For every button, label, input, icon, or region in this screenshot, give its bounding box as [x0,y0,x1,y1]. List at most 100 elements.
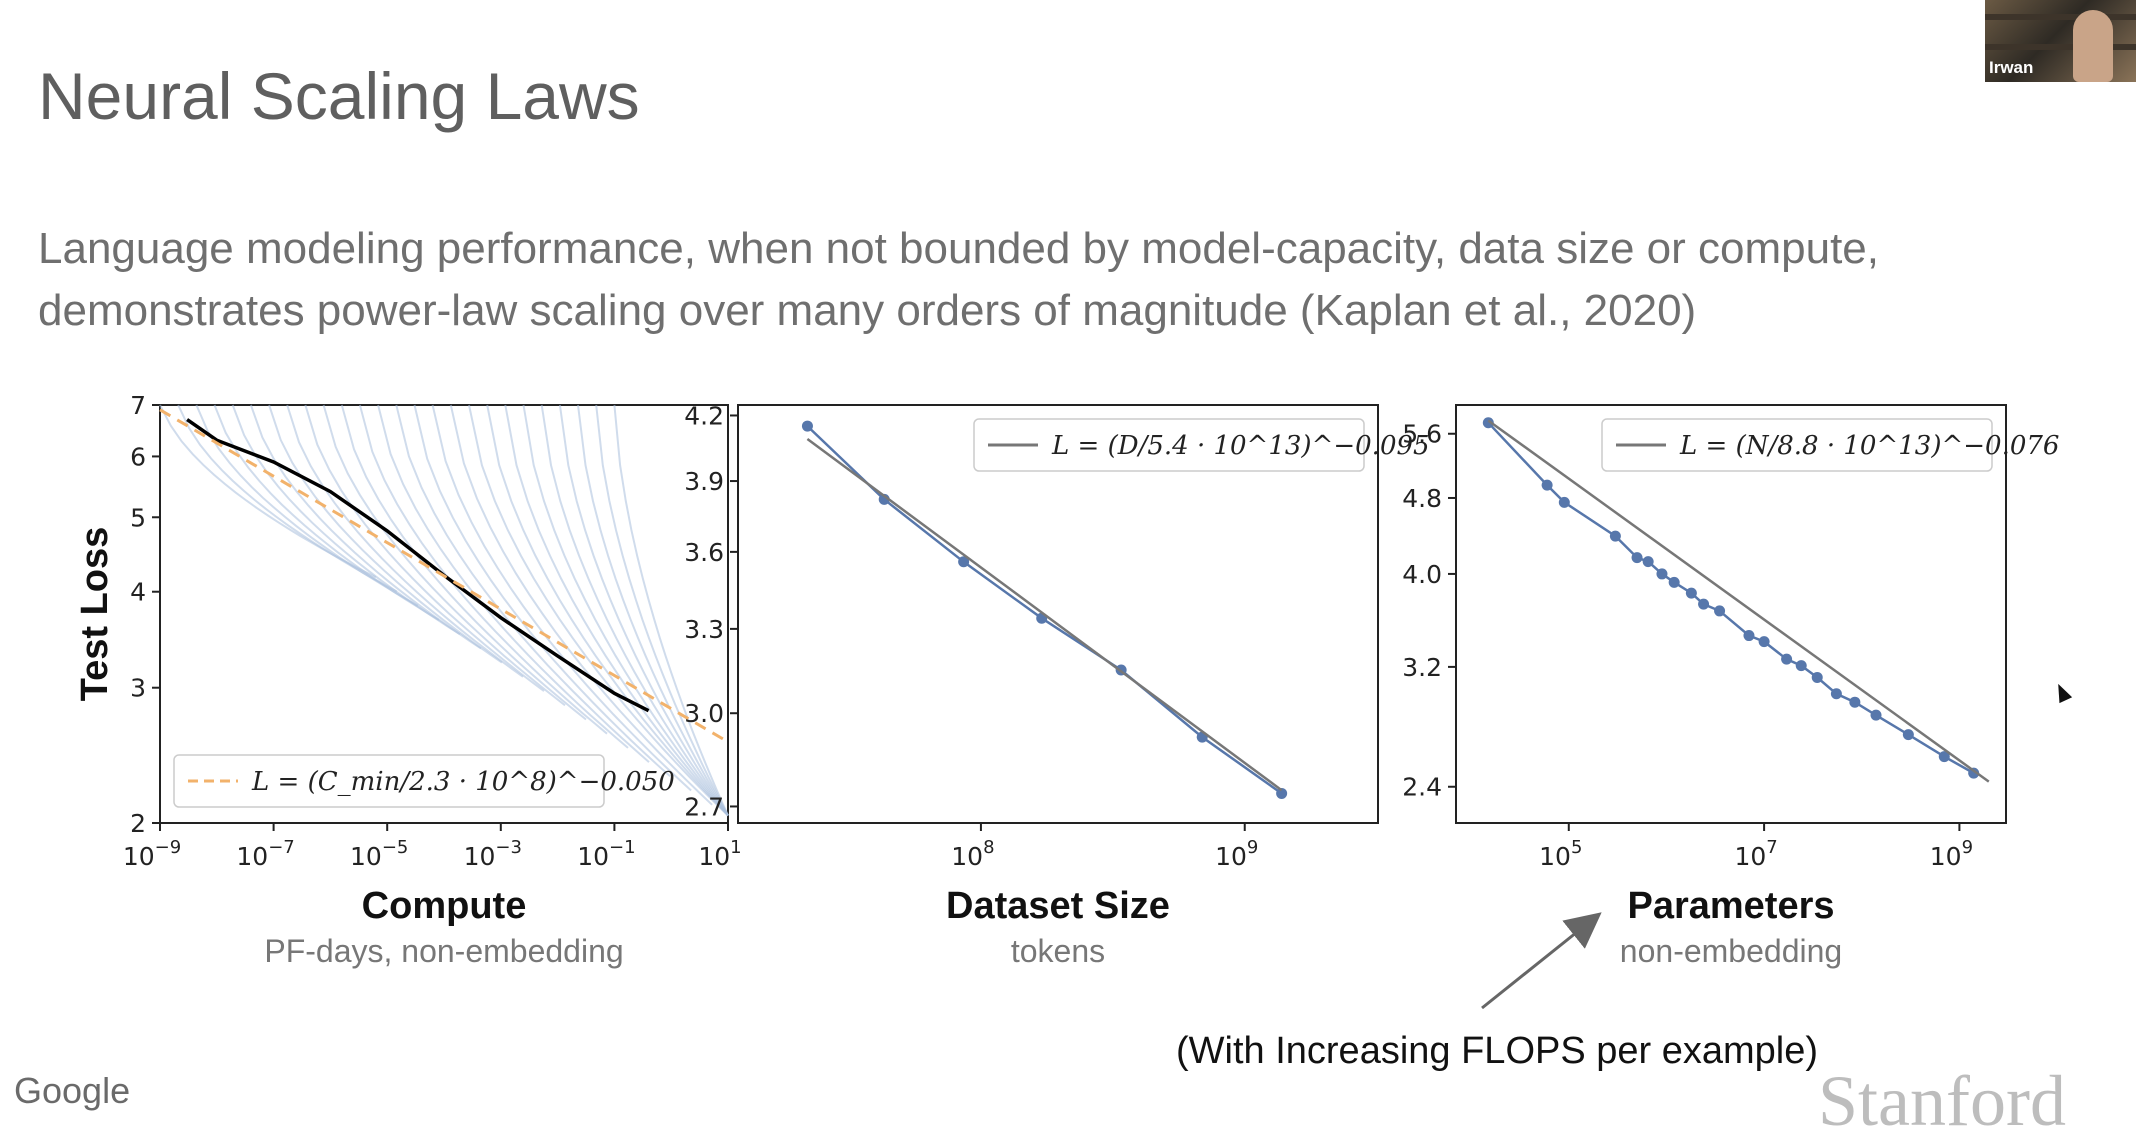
data-point [958,556,970,568]
training-curve [395,404,650,763]
legend-box [173,754,605,808]
data-point [1743,630,1755,642]
flops-note: (With Increasing FLOPS per example) [1176,1030,1819,1072]
x-tick-label: 109 [1215,837,1258,871]
compute-frontier-line [186,418,650,713]
training-curve [504,404,729,817]
x-tick-exponent: −3 [495,837,522,858]
y-tick-label: 5.6 [1402,420,1442,449]
data-point [801,420,813,432]
x-tick-label: 10−7 [236,837,294,871]
data-point [1811,671,1823,683]
legend-box [1601,418,1993,472]
training-curve [486,404,729,817]
data-point [1968,767,1980,779]
legend-label: L = (D/5.4 · 10^13)^−0.095 [1051,431,1430,461]
x-tick-exponent: −1 [609,837,636,858]
data-point [1276,787,1288,799]
x-axis-subtitle: tokens [1011,933,1105,969]
legend-box [973,418,1365,472]
y-tick-label: 3.9 [684,467,724,496]
power-law-fit-line [1487,419,1990,783]
stanford-logo: Stanford [1818,1061,2066,1141]
legend-label: L = (C_min/2.3 · 10^8)^−0.050 [251,767,675,797]
x-tick-exponent: 9 [1962,837,1973,858]
data-point [1482,417,1494,429]
x-tick-exponent: 9 [1247,837,1258,858]
training-curve [213,404,440,621]
y-tick-label: 4.8 [1402,484,1442,513]
training-curve [468,404,729,817]
x-tick-label: 108 [951,837,994,871]
x-tick-label: 10−9 [123,837,181,871]
training-curve [577,404,729,817]
y-tick-label: 2 [130,809,146,838]
y-tick-label: 4.2 [684,401,724,430]
data-point [1642,556,1654,568]
training-curve [595,404,729,816]
plot-frame [737,404,1379,824]
bookshelf [1985,44,2136,50]
y-tick-label: 4 [130,578,146,607]
training-curve [377,404,629,749]
training-curve [268,404,503,664]
x-axis-title: Dataset Size [946,885,1170,927]
slide-title: Neural Scaling Laws [38,59,640,133]
training-curve [340,404,587,721]
data-point [1938,751,1950,763]
data-point [1795,660,1807,672]
x-tick-label: 109 [1930,837,1973,871]
data-line [1487,421,1975,775]
x-axis-subtitle: PF-days, non-embedding [264,933,623,969]
x-tick-exponent: 1 [730,837,741,858]
y-tick-label: 3 [130,674,146,703]
training-curve [322,404,566,707]
data-point [1781,653,1793,665]
power-law-fit-line [806,437,1283,792]
x-tick-label: 10−3 [464,837,522,871]
x-tick-exponent: −7 [268,837,295,858]
y-tick-label: 3.3 [684,615,724,644]
y-tick-label: 6 [130,442,146,471]
training-curve [431,404,692,792]
y-tick-label: 5 [130,503,146,532]
data-point [1698,598,1710,610]
participant-video[interactable]: Irwan [1985,0,2136,82]
training-curve [522,404,729,817]
x-tick-exponent: −5 [382,837,409,858]
y-tick-label: 7 [130,391,146,420]
dataset-size-chart: 108 109 2.7 3.0 3.3 3.6 3.9 4.2 L = (D/5.4 · 10^… [684,401,1429,969]
training-curve [449,404,713,806]
y-tick-label: 3.2 [1402,653,1442,682]
x-tick-exponent: 8 [983,837,994,858]
data-point [1902,729,1914,741]
participant-avatar [2073,10,2113,82]
data-point [1668,576,1680,588]
x-axis-title: Compute [362,885,527,927]
y-tick-label: 2.4 [1402,773,1442,802]
slide-description: Language modeling performance, when not … [38,218,2038,342]
training-curve [231,404,461,636]
y-axis-title: Test Loss [74,527,116,702]
y-tick-label: 4.0 [1402,560,1442,589]
x-tick-exponent: 5 [1571,837,1582,858]
data-point [1758,636,1770,648]
data-point [1870,709,1882,721]
bookshelf [1985,14,2136,20]
training-curve [613,404,729,816]
training-curve [249,404,482,650]
data-point [1830,688,1842,700]
x-tick-label: 10−1 [577,837,635,871]
y-tick-label: 2.7 [684,792,724,821]
data-point [1609,530,1621,542]
data-point [1631,552,1643,564]
participant-name: Irwan [1989,58,2034,77]
y-tick-label: 3.6 [684,538,724,567]
annotation-arrow [1481,912,1602,1010]
plot-frame [1455,404,2007,824]
description-line-1: Language modeling performance, when not … [38,224,1879,273]
training-curve [358,404,608,735]
training-curve [540,404,729,817]
training-curve [304,404,545,692]
